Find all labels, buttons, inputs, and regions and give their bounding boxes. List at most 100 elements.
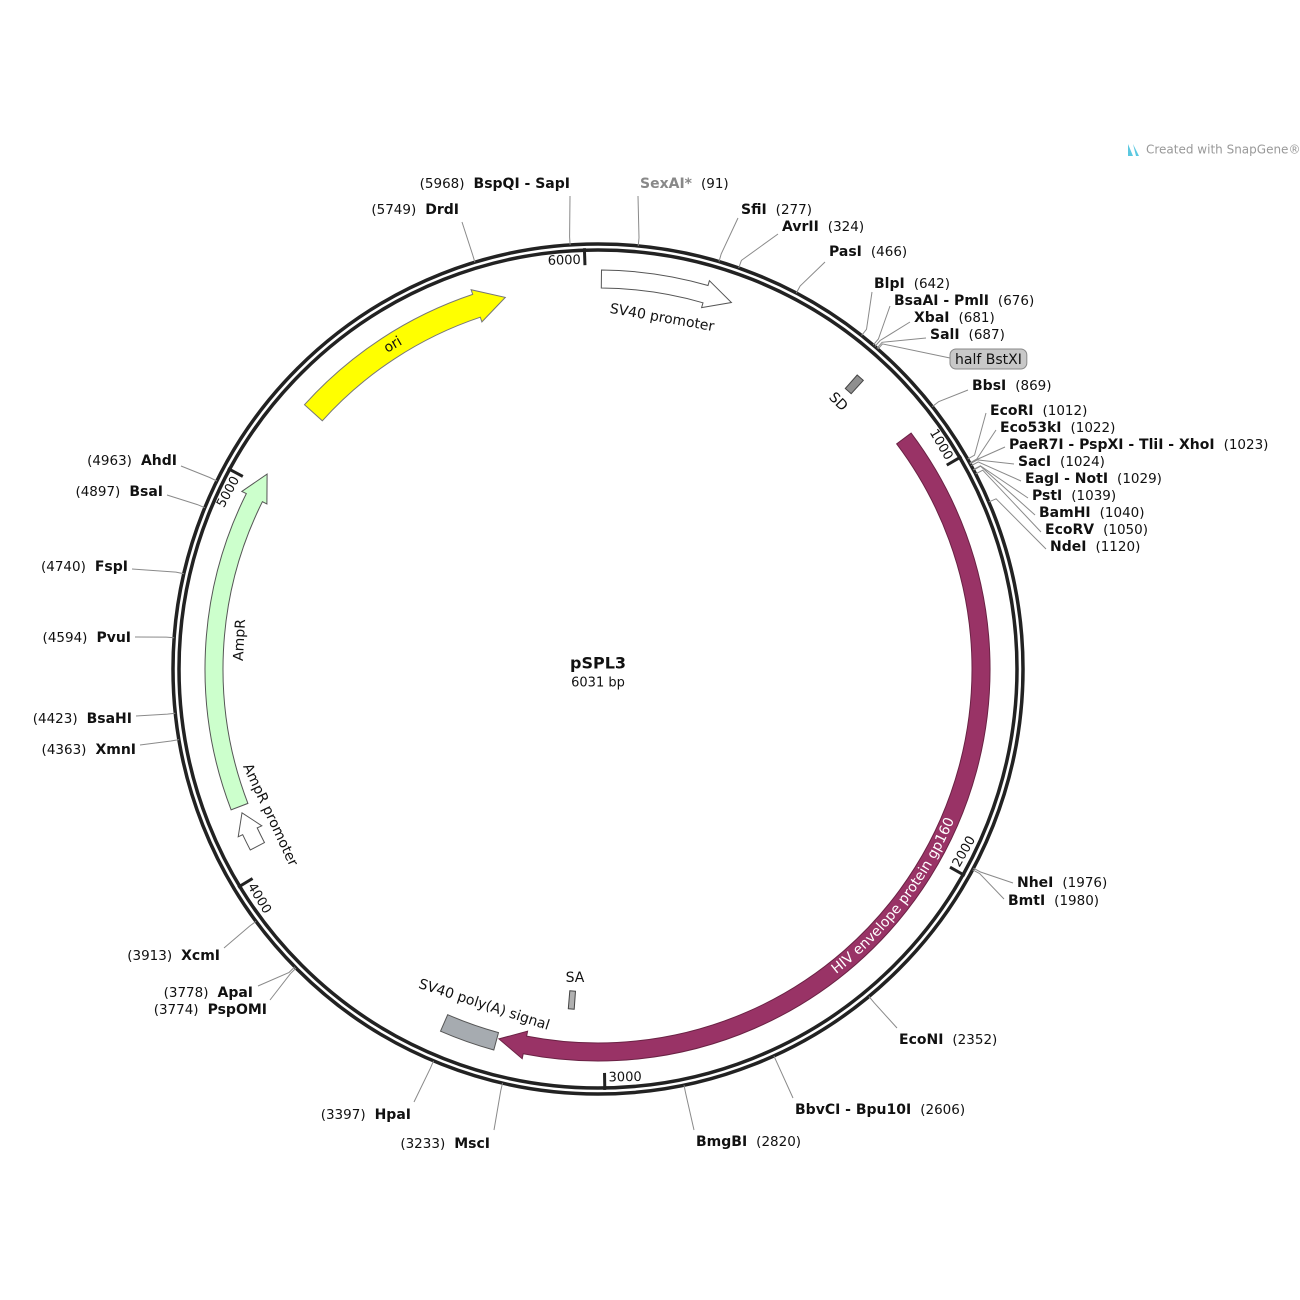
label-path (730, 703, 983, 1033)
site-position: (3233) (400, 1136, 445, 1152)
site-leader (973, 867, 1014, 884)
site-position: (3397) (321, 1107, 366, 1123)
site-leader (683, 1085, 695, 1131)
feature (237, 811, 266, 851)
site-leader (493, 1082, 503, 1131)
site-leader (569, 195, 571, 245)
site-name: PvuI (96, 630, 131, 646)
site-leader (876, 337, 927, 349)
site-name: ApaI (217, 985, 253, 1001)
site-name: BlpI (874, 276, 905, 292)
logo (1128, 144, 1139, 156)
plasmid-name: pSPL3 (570, 654, 626, 673)
site-name: FspI (95, 559, 128, 575)
site-name: PstI (1032, 488, 1062, 504)
feature-label-path: HIV envelope protein gp160 (829, 815, 958, 977)
site-name: BspQI - SapI (474, 176, 570, 192)
leader (877, 343, 951, 359)
feature (600, 269, 733, 309)
site-name: XcmI (181, 948, 220, 964)
ring-outer (171, 242, 1025, 1096)
site-position: (1039) (1071, 488, 1116, 504)
site-position: (4963) (87, 453, 132, 469)
site-leader (970, 461, 1022, 482)
tick-mark (582, 248, 587, 266)
site-position: (676) (998, 293, 1034, 309)
site-position: (4423) (33, 711, 78, 727)
feature-label: SA (566, 970, 585, 986)
feature (844, 374, 865, 395)
site-position: (1022) (1070, 420, 1115, 436)
site-position: (687) (969, 327, 1005, 343)
site-leader (969, 459, 1015, 465)
site-leader (969, 429, 997, 464)
feature-label: SV40 promoter (609, 301, 716, 335)
feature-label: SD (825, 389, 850, 414)
site-position: (1980) (1054, 893, 1099, 909)
site-name: SacI (1018, 454, 1051, 470)
site-position: (2820) (756, 1134, 801, 1150)
ring-inner (177, 248, 1019, 1090)
site-leader (973, 465, 1036, 516)
site-position: (1029) (1117, 471, 1162, 487)
site-position: (91) (701, 176, 729, 192)
site-position: (3774) (154, 1002, 199, 1018)
site-leader (931, 389, 969, 407)
site-leader (988, 498, 1047, 550)
site-name: BamHI (1039, 505, 1091, 521)
site-position: (324) (828, 219, 864, 235)
site-name: BsaI (129, 484, 163, 500)
site-name: SexAI* (640, 176, 693, 192)
feature (439, 1014, 500, 1051)
site-name: MscI (454, 1136, 490, 1152)
site-position: (869) (1015, 378, 1051, 394)
site-position: (642) (914, 276, 950, 292)
site-name: Eco53kI (1000, 420, 1061, 436)
site-leader (637, 195, 640, 246)
tick-mark (949, 865, 966, 877)
site-leader (795, 261, 826, 294)
site-leader (868, 996, 898, 1029)
site-name: SfiI (741, 202, 767, 218)
site-name: BbsI (972, 378, 1006, 394)
site-position: (3778) (164, 985, 209, 1001)
site-leader (967, 412, 987, 460)
site-position: (4897) (75, 484, 120, 500)
site-name: PasI (829, 244, 862, 260)
site-position: (2606) (920, 1102, 965, 1118)
site-name: XbaI (914, 310, 949, 326)
site-leader (861, 291, 873, 336)
site-position: (277) (776, 202, 812, 218)
site-position: (5968) (420, 176, 465, 192)
site-position: (1976) (1062, 875, 1107, 891)
site-position: (4740) (41, 559, 86, 575)
site-name: EcoRI (990, 403, 1033, 419)
site-name: HpaI (375, 1107, 411, 1123)
site-name: AvrII (782, 219, 819, 235)
site-leader (718, 217, 739, 262)
site-leader (872, 305, 891, 346)
feature-label: half BstXI (955, 352, 1022, 368)
site-position: (2352) (952, 1032, 997, 1048)
feature-label: HIV envelope protein gp160 (829, 815, 958, 977)
site-leader (180, 465, 218, 482)
site-name: AhdI (141, 453, 177, 469)
feature (497, 432, 991, 1062)
site-name: NdeI (1050, 539, 1086, 555)
site-position: (1120) (1095, 539, 1140, 555)
site-leader (773, 1055, 794, 1099)
site-name: BsaAI - PmlI (894, 293, 989, 309)
site-name: BsaHI (87, 711, 132, 727)
site-position: (1040) (1100, 505, 1145, 521)
site-leader (874, 321, 911, 347)
site-leader (972, 869, 1005, 900)
site-position: (1024) (1060, 454, 1105, 470)
site-name: SalI (930, 327, 960, 343)
site-leader (269, 967, 297, 1001)
site-name: PaeR7I - PspXI - TliI - XhoI (1009, 437, 1215, 453)
site-leader (975, 469, 1042, 533)
site-leader (257, 966, 296, 987)
feature (204, 473, 268, 811)
site-position: (1023) (1224, 437, 1269, 453)
